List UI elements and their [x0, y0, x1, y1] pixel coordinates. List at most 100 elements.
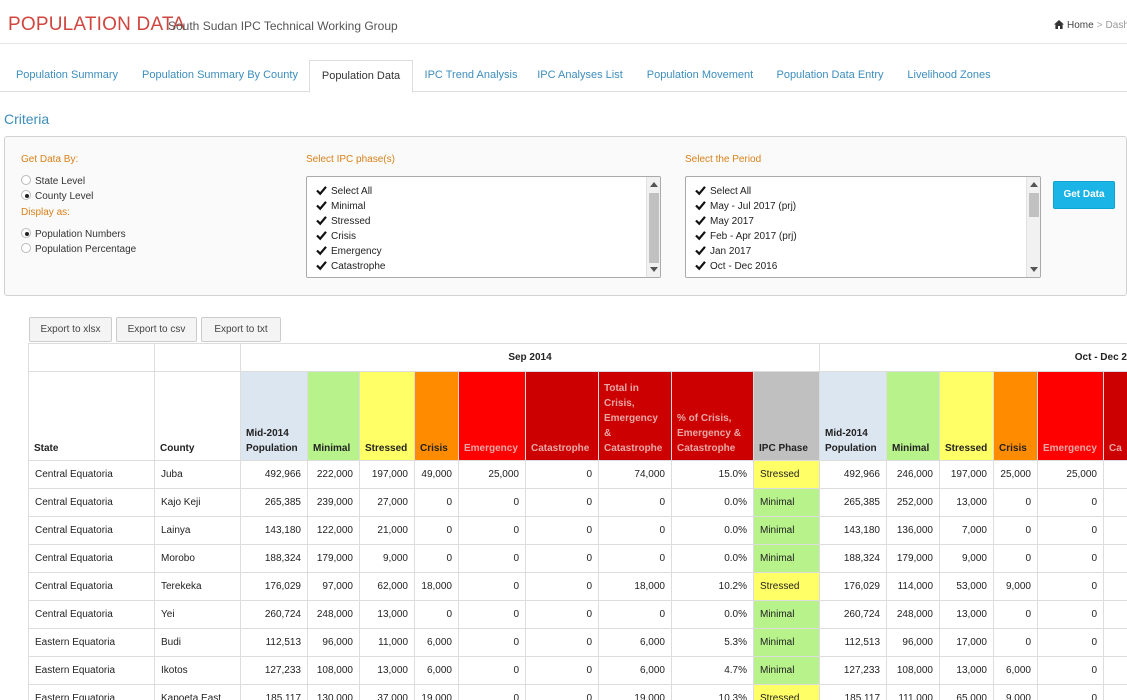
tab-population-data-entry[interactable]: Population Data Entry: [776, 69, 884, 81]
cell-state: Eastern Equatoria: [29, 629, 155, 657]
column-header-stressed[interactable]: Stressed: [940, 372, 994, 461]
ipc-phase-option[interactable]: Select All: [316, 184, 372, 199]
cell-value: 13,000: [360, 601, 415, 629]
column-header-ipc-phase[interactable]: IPC Phase: [754, 372, 820, 461]
cell-ipc-phase: Stressed: [754, 461, 820, 489]
scroll-down-icon[interactable]: [1030, 267, 1038, 272]
cell-value: 0: [526, 489, 599, 517]
column-header-crisis[interactable]: Crisis: [994, 372, 1038, 461]
cell-value: 0: [459, 657, 526, 685]
period-option[interactable]: Jan 2017: [695, 244, 751, 259]
cell-state: Eastern Equatoria: [29, 685, 155, 700]
column-header-catastrophe[interactable]: Ca: [1104, 372, 1127, 461]
cell-value: 0: [599, 545, 672, 573]
cell-value: 0: [459, 601, 526, 629]
column-header-catastrophe[interactable]: Catastrophe: [526, 372, 599, 461]
period-listbox[interactable]: Select All May - Jul 2017 (prj) May 2017…: [685, 176, 1041, 278]
scroll-up-icon[interactable]: [650, 182, 658, 187]
column-header-stressed[interactable]: Stressed: [360, 372, 415, 461]
cell-value: 136,000: [887, 517, 940, 545]
column-header-state[interactable]: State: [29, 372, 155, 461]
column-header-percent-crisis[interactable]: % of Crisis, Emergency & Catastrophe: [672, 372, 754, 461]
ipc-phase-listbox[interactable]: Select All Minimal Stressed Crisis Emerg…: [306, 176, 661, 278]
radio-population-percentage[interactable]: Population Percentage: [21, 243, 136, 257]
column-header-total-crisis[interactable]: Total in Crisis, Emergency & Catastrophe: [599, 372, 672, 461]
tab-livelihood-zones[interactable]: Livelihood Zones: [907, 69, 991, 81]
cell-value: 0: [1038, 685, 1104, 700]
cell-value: 0.0%: [672, 489, 754, 517]
scroll-down-icon[interactable]: [650, 267, 658, 272]
cell-value: 179,000: [887, 545, 940, 573]
column-header-emergency[interactable]: Emergency: [1038, 372, 1104, 461]
period-option[interactable]: May - Jul 2017 (prj): [695, 199, 796, 214]
checkmark-icon: [316, 261, 327, 271]
cell-value: 492,966: [820, 461, 887, 489]
cell-value: 18,000: [599, 573, 672, 601]
column-header-population[interactable]: Mid-2014 Population: [820, 372, 887, 461]
cell-value: [1104, 601, 1127, 629]
cell-value: 111,000: [887, 685, 940, 700]
cell-value: 0: [459, 573, 526, 601]
column-header-county[interactable]: County: [155, 372, 241, 461]
period-option[interactable]: Feb - Apr 2017 (prj): [695, 229, 797, 244]
period-option[interactable]: Select All: [695, 184, 751, 199]
export-csv-button[interactable]: Export to csv: [116, 317, 197, 342]
scroll-thumb[interactable]: [649, 193, 659, 263]
scroll-thumb[interactable]: [1029, 193, 1039, 217]
cell-value: 0: [599, 601, 672, 629]
cell-value: 114,000: [887, 573, 940, 601]
column-header-emergency[interactable]: Emergency: [459, 372, 526, 461]
column-header-minimal[interactable]: Minimal: [887, 372, 940, 461]
cell-value: 4.7%: [672, 657, 754, 685]
cell-value: 0: [526, 601, 599, 629]
cell-value: 260,724: [820, 601, 887, 629]
ipc-phase-option[interactable]: Catastrophe: [316, 259, 385, 274]
radio-county-level[interactable]: County Level: [21, 190, 93, 204]
radio-state-level[interactable]: State Level: [21, 175, 85, 189]
tab-population-movement[interactable]: Population Movement: [646, 69, 754, 81]
breadcrumb: Home > Dash: [1054, 20, 1127, 31]
ipc-phase-option[interactable]: Crisis: [316, 229, 356, 244]
ipc-phase-option[interactable]: Stressed: [316, 214, 370, 229]
period-label: Select the Period: [685, 154, 762, 165]
cell-county: Morobo: [155, 545, 241, 573]
cell-value: 0: [599, 489, 672, 517]
ipc-phase-option[interactable]: Minimal: [316, 199, 365, 214]
tab-population-summary[interactable]: Population Summary: [15, 69, 119, 81]
cell-value: 7,000: [940, 517, 994, 545]
column-header-minimal[interactable]: Minimal: [308, 372, 360, 461]
tab-population-data[interactable]: Population Data: [309, 60, 413, 93]
radio-icon: [21, 175, 31, 185]
column-header-population[interactable]: Mid-2014 Population: [241, 372, 308, 461]
cell-state: Central Equatoria: [29, 517, 155, 545]
cell-value: 9,000: [940, 545, 994, 573]
period-option[interactable]: Oct - Dec 2016: [695, 259, 777, 274]
cell-value: 25,000: [459, 461, 526, 489]
tab-ipc-trend-analysis[interactable]: IPC Trend Analysis: [424, 69, 518, 81]
cell-value: [1104, 573, 1127, 601]
cell-value: 15.0%: [672, 461, 754, 489]
export-txt-button[interactable]: Export to txt: [201, 317, 281, 342]
scroll-up-icon[interactable]: [1030, 182, 1038, 187]
period-scrollbar[interactable]: [1026, 177, 1040, 277]
cell-value: 0: [1038, 573, 1104, 601]
cell-state: Eastern Equatoria: [29, 657, 155, 685]
get-data-button[interactable]: Get Data: [1053, 181, 1115, 209]
ipc-phase-option[interactable]: Emergency: [316, 244, 382, 259]
tab-ipc-analyses-list[interactable]: IPC Analyses List: [537, 69, 623, 81]
cell-value: 0: [526, 685, 599, 700]
cell-ipc-phase: Minimal: [754, 601, 820, 629]
table-corner-cell: [29, 344, 155, 372]
cell-value: 0: [415, 601, 459, 629]
breadcrumb-home-link[interactable]: Home: [1067, 20, 1094, 31]
radio-population-numbers[interactable]: Population Numbers: [21, 228, 126, 242]
export-xlsx-button[interactable]: Export to xlsx: [29, 317, 112, 342]
column-header-crisis[interactable]: Crisis: [415, 372, 459, 461]
cell-value: 197,000: [360, 461, 415, 489]
radio-label: Population Percentage: [35, 244, 137, 255]
tab-population-summary-by-county[interactable]: Population Summary By County: [142, 69, 298, 81]
radio-label: County Level: [35, 191, 94, 202]
cell-value: 127,233: [241, 657, 308, 685]
period-option[interactable]: May 2017: [695, 214, 754, 229]
ipc-phase-scrollbar[interactable]: [646, 177, 660, 277]
